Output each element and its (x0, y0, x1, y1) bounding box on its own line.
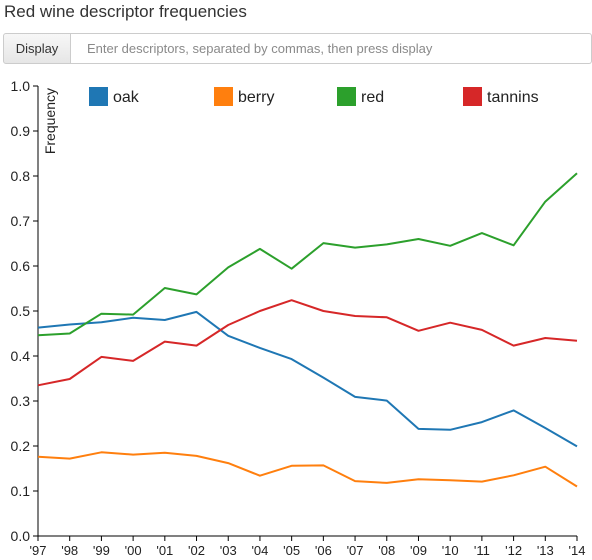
x-tick-label: '11 (474, 543, 490, 558)
x-tick-label: '07 (347, 543, 364, 558)
legend-swatch-red (337, 87, 356, 106)
x-tick-label: '13 (537, 543, 554, 558)
x-tick-label: '01 (156, 543, 173, 558)
series-line-oak (37, 310, 578, 448)
series-line-tannins (37, 299, 578, 387)
x-tick-label: '12 (505, 543, 522, 558)
y-tick-label: 0.0 (11, 528, 31, 544)
y-tick-label: 0.1 (11, 483, 31, 499)
y-tick-label: 0.8 (11, 168, 31, 184)
x-tick-label: '09 (410, 543, 427, 558)
legend-swatch-berry (214, 87, 233, 106)
x-tick-label: '05 (283, 543, 300, 558)
x-tick-label: '97 (30, 543, 47, 558)
legend-swatch-tannins (463, 87, 482, 106)
x-tick-label: '08 (378, 543, 395, 558)
legend-label-red: red (361, 89, 384, 106)
x-tick-label: '10 (442, 543, 459, 558)
x-tick-label: '14 (569, 543, 586, 558)
x-tick-label: '99 (93, 543, 110, 558)
x-tick-label: '02 (188, 543, 205, 558)
y-tick-label: 0.7 (11, 213, 31, 229)
y-tick-label: 0.2 (11, 438, 31, 454)
legend-label-tannins: tannins (487, 89, 539, 106)
y-axis-label: Frequency (42, 88, 58, 154)
y-tick-label: 0.9 (11, 123, 31, 139)
y-tick-label: 0.3 (11, 393, 31, 409)
x-tick-label: '00 (125, 543, 142, 558)
x-tick-label: '98 (61, 543, 78, 558)
y-tick-label: 0.6 (11, 258, 31, 274)
x-tick-label: '03 (220, 543, 237, 558)
legend-swatch-oak (89, 87, 108, 106)
descriptor-toolbar: Display (3, 33, 592, 64)
series-line-berry (37, 451, 578, 488)
y-tick-label: 0.5 (11, 303, 31, 319)
descriptor-input[interactable] (71, 33, 592, 64)
legend-label-berry: berry (238, 89, 274, 106)
series-line-red (37, 172, 578, 337)
page-title: Red wine descriptor frequencies (4, 2, 247, 21)
y-tick-label: 1.0 (11, 78, 31, 94)
x-tick-label: '04 (251, 543, 268, 558)
x-tick-label: '06 (315, 543, 332, 558)
legend-label-oak: oak (113, 89, 140, 106)
y-tick-label: 0.4 (11, 348, 31, 364)
display-button[interactable]: Display (3, 33, 71, 64)
